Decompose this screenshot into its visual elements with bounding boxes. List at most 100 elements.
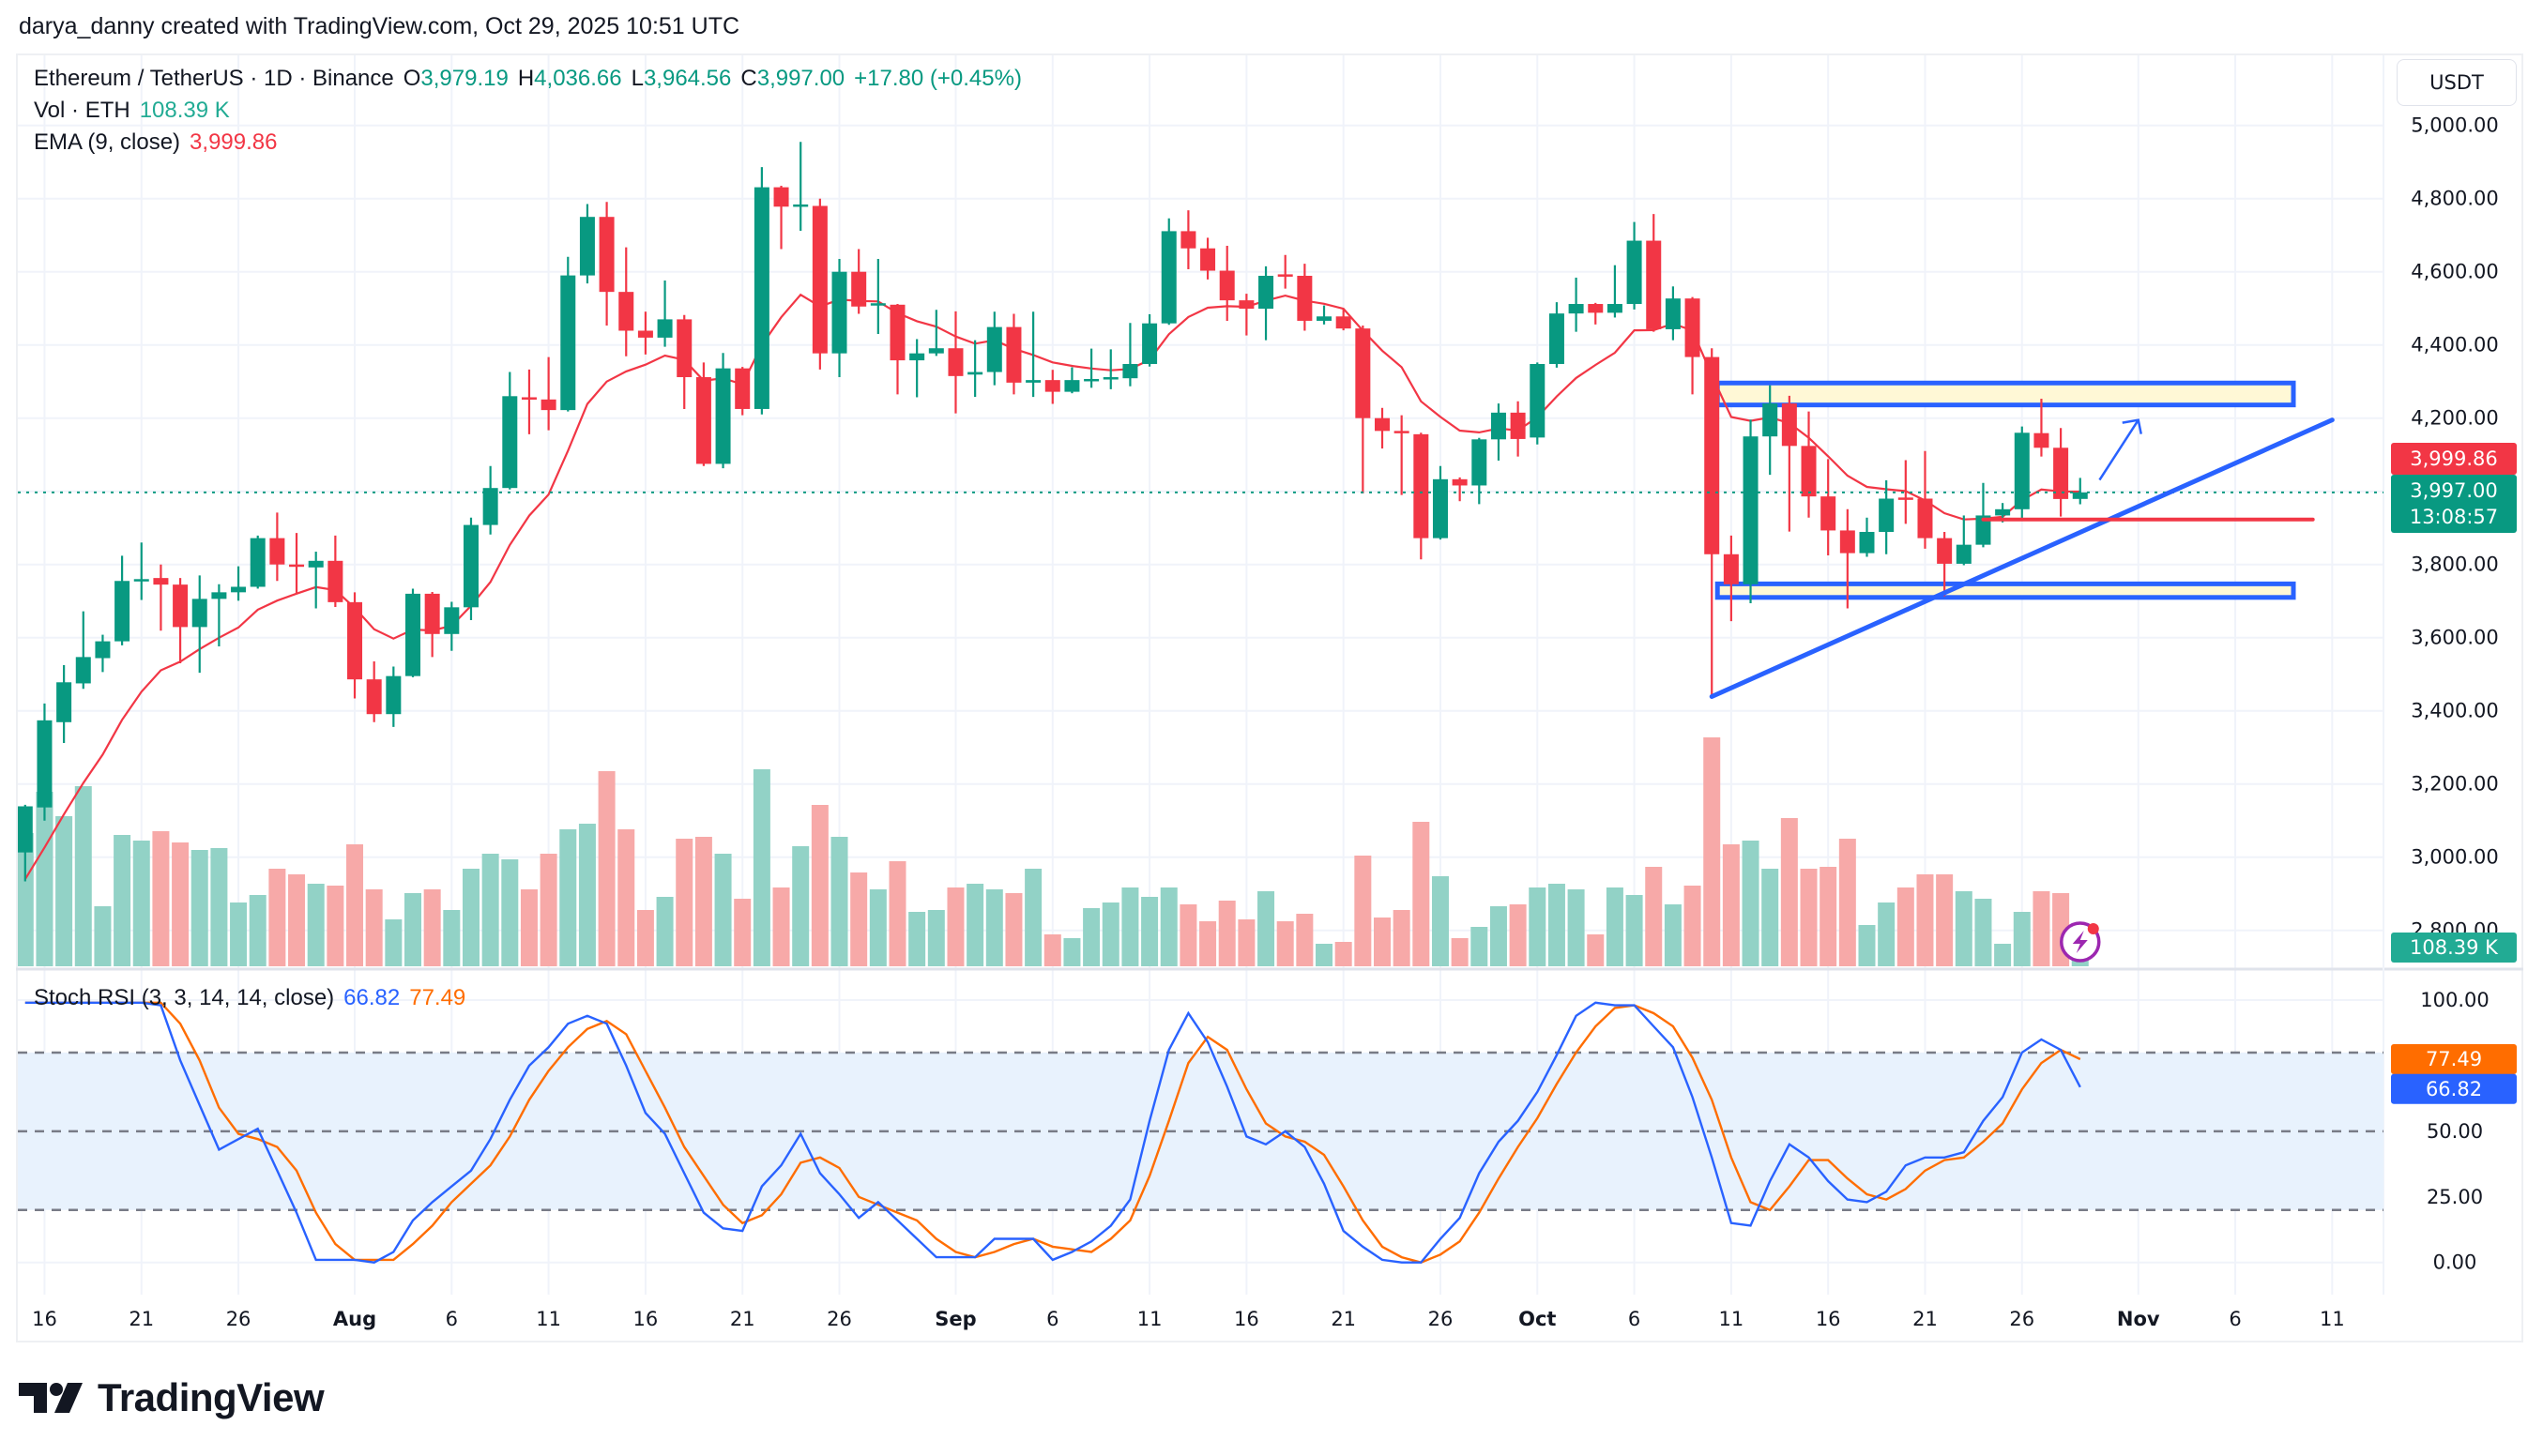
volume-bar <box>1412 822 1430 966</box>
stoch-d-line <box>24 1001 2081 1264</box>
volume-bar <box>1334 942 1352 966</box>
time-axis-label: 21 <box>1331 1308 1356 1330</box>
volume-bar <box>1238 919 1256 966</box>
candle-body <box>1646 240 1662 329</box>
lightning-alert-icon[interactable] <box>2060 921 2101 963</box>
candle-body <box>715 368 731 464</box>
volume-bar <box>1296 914 1314 966</box>
candle-body <box>2033 432 2049 448</box>
volume-bar <box>1005 893 1023 966</box>
volume-bar <box>1141 897 1159 966</box>
ema-line <box>23 293 2080 880</box>
volume-bar <box>967 884 984 966</box>
stoch-rsi-legend[interactable]: Stoch RSI (3, 3, 14, 14, close) 66.82 77… <box>34 985 465 1011</box>
ema-price-badge <box>2391 443 2517 475</box>
stoch-d-badge-text: 77.49 <box>2426 1048 2482 1070</box>
candle-body <box>250 538 266 587</box>
candle-body <box>75 657 91 684</box>
ohlc-high-value: 4,036.66 <box>534 66 622 91</box>
candle-body <box>1413 433 1429 538</box>
volume-bar <box>501 859 519 966</box>
candle-body <box>211 592 227 599</box>
ohlc-close: C 3,997.00 <box>740 66 845 92</box>
stoch-axis-label: 50.00 <box>2427 1120 2483 1143</box>
volume-bar <box>520 889 538 966</box>
volume-bar <box>1374 918 1391 966</box>
candle-body <box>308 560 324 568</box>
candle-body <box>695 377 711 464</box>
volume-bar <box>404 893 421 966</box>
candle-body <box>579 217 595 276</box>
time-axis-label: 16 <box>1816 1308 1841 1330</box>
symbol-legend[interactable]: Ethereum / TetherUS · 1D · Binance O 3,97… <box>34 66 1022 92</box>
drawings[interactable] <box>1709 417 2335 963</box>
candle-body <box>1859 531 1875 554</box>
ohlc-close-value: 3,997.00 <box>756 66 845 91</box>
volume-bar <box>1703 737 1721 966</box>
drawing-zones[interactable] <box>1714 380 2296 600</box>
ohlc-open-key: O <box>403 66 421 91</box>
candle-body <box>1510 412 1526 439</box>
volume-bar <box>443 910 461 966</box>
candle-body <box>1471 439 1487 486</box>
candle-body <box>1122 363 1138 379</box>
stoch-k-line <box>24 1001 2081 1264</box>
candle-body <box>366 679 382 715</box>
volume-bar <box>249 895 266 966</box>
volume-bar <box>1043 934 1061 966</box>
candle-body <box>677 319 693 378</box>
price-axis-label: 4,200.00 <box>2411 407 2499 430</box>
time-axis-label: 16 <box>633 1308 659 1330</box>
candle-body <box>1530 363 1546 438</box>
candle-body <box>967 372 983 375</box>
drawing-zone-rect[interactable] <box>1714 380 2296 408</box>
volume-bar <box>1974 899 1992 966</box>
volume-bar <box>1896 887 1914 966</box>
ema-label: EMA (9, close) <box>34 129 181 155</box>
volume-bar <box>385 919 403 966</box>
candle-body <box>2053 447 2069 499</box>
volume-bar <box>1354 856 1372 966</box>
ohlc-close-key: C <box>740 66 757 91</box>
volume-bar <box>792 846 810 966</box>
volume-bar <box>1470 927 1488 966</box>
price-axis-label: 3,000.00 <box>2411 846 2499 869</box>
candle-body <box>1452 478 1468 486</box>
ema-legend[interactable]: EMA (9, close) 3,999.86 <box>34 129 277 156</box>
volume-bar <box>598 771 616 966</box>
candle-body <box>1839 530 1855 554</box>
time-axis-label: Oct <box>1518 1308 1556 1330</box>
time-axis-label: 26 <box>2009 1308 2034 1330</box>
candle-body <box>1820 496 1836 531</box>
stoch-axis-label: 25.00 <box>2427 1186 2483 1208</box>
stoch-k-badge <box>2391 1073 2517 1104</box>
candle-body <box>735 368 751 409</box>
axes: 5,000.00 4,800.00 4,600.00 4,400.00 4,200.00… <box>32 114 2517 1330</box>
volume-legend[interactable]: Vol · ETH 108.39 K <box>34 98 230 124</box>
drawing-trendline[interactable] <box>1709 417 2335 699</box>
drawing-zone-rect[interactable] <box>1714 581 2296 600</box>
volume-badge <box>2391 933 2517 963</box>
price-change: +17.80 (+0.45%) <box>854 66 1022 91</box>
volume-bar <box>889 861 906 966</box>
symbol-title[interactable]: Ethereum / TetherUS · 1D · Binance <box>34 66 394 91</box>
tradingview-logo[interactable]: TradingView <box>19 1375 325 1420</box>
ohlc-high-key: H <box>517 66 535 91</box>
ohlc-low: L 3,964.56 <box>632 66 732 92</box>
volume-bar <box>1025 869 1043 966</box>
drawing-arrow-head[interactable] <box>2122 418 2142 434</box>
last-price-text: 3,997.00 <box>2410 479 2498 502</box>
ohlc-open-value: 3,979.19 <box>420 66 509 91</box>
stoch-d-value: 77.49 <box>409 985 466 1010</box>
volume-badge-text: 108.39 K <box>2410 936 2499 959</box>
drawing-arrow[interactable] <box>2098 418 2139 481</box>
volume-bar <box>559 829 577 966</box>
volume-bar <box>1645 867 1663 966</box>
candle-body <box>463 524 479 608</box>
currency-button[interactable]: USDT <box>2397 59 2517 106</box>
volume-bar <box>1489 906 1507 966</box>
candle-body <box>1044 380 1060 392</box>
volume-bar <box>1180 904 1197 966</box>
volume-bar <box>617 829 635 966</box>
